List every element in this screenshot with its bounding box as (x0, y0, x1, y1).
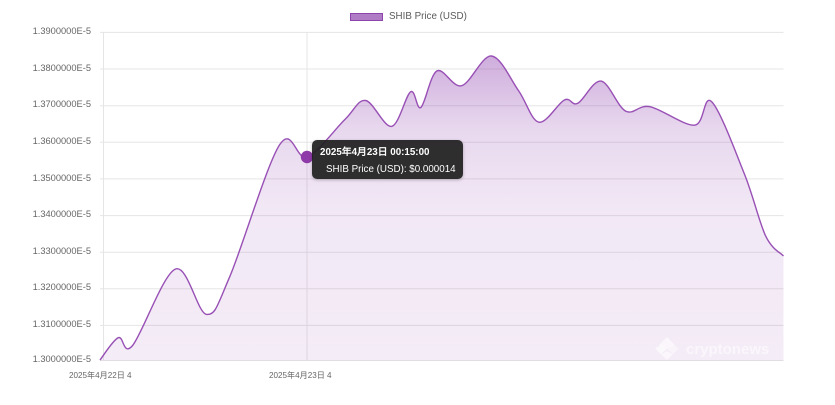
svg-text:cryptonews: cryptonews (686, 341, 769, 358)
